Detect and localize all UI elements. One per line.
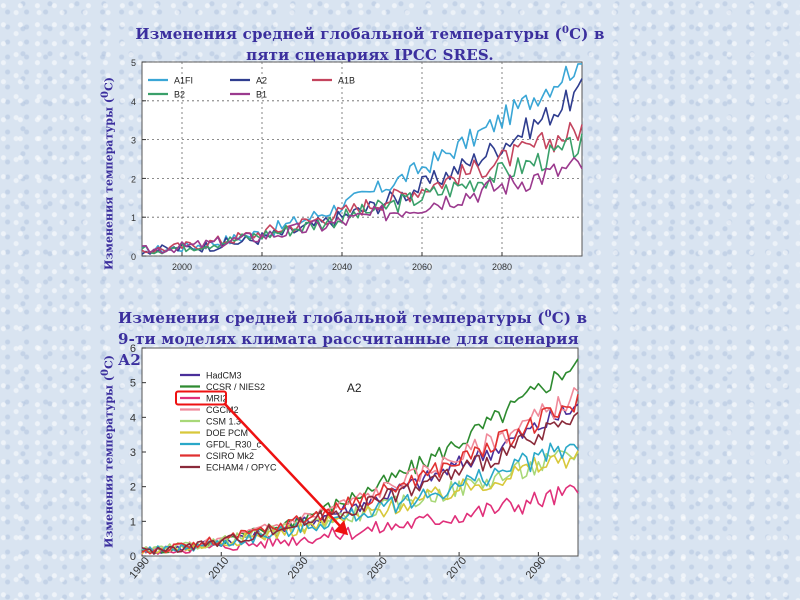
legend-label: CSM 1.3 xyxy=(206,417,241,427)
legend-label: CSIRO Mk2 xyxy=(206,451,254,461)
legend-label: A1B xyxy=(338,76,355,86)
series-line-a1fi xyxy=(141,63,582,255)
x-tick-label: 2090 xyxy=(524,555,549,581)
chart1-title: Изменения средней глобальной температуры… xyxy=(135,25,605,64)
x-tick-label: 2010 xyxy=(207,555,232,581)
series-line-a2 xyxy=(141,78,583,255)
series-line-csm-1-3 xyxy=(141,449,579,555)
y-tick-label: 4 xyxy=(130,412,136,424)
chart1-y-axis-label: Изменения температуры (0C) xyxy=(100,77,116,270)
sres-scenarios-chart: 0 1 2 3 4 5 2000 2020 2040 2060 2080 A1FI A2 A1B B2 B1 xyxy=(131,58,583,272)
x-tick-label: 2050 xyxy=(365,555,390,581)
y-tick-label: 2 xyxy=(131,174,136,184)
y-tick-label: 0 xyxy=(130,551,136,563)
annotation-arrow xyxy=(223,402,344,530)
legend-label: B1 xyxy=(256,90,267,100)
y-tick-label: 0 xyxy=(131,252,136,262)
x-tick-label: 2070 xyxy=(444,555,469,581)
x-tick-label: 2040 xyxy=(332,262,352,272)
legend-label: B2 xyxy=(174,90,185,100)
legend-label: A1FI xyxy=(174,76,193,86)
plot-area xyxy=(141,61,583,257)
y-tick-label: 5 xyxy=(131,58,136,68)
series-line-echam4-opyc xyxy=(141,411,579,555)
y-tick-label: 4 xyxy=(131,97,136,107)
series-line-b2 xyxy=(141,133,583,255)
legend-label: CCSR / NIES2 xyxy=(206,382,265,392)
legend-label: A2 xyxy=(256,76,267,86)
y-tick-label: 3 xyxy=(131,136,136,146)
x-tick-label: 2000 xyxy=(172,262,192,272)
x-tick-label: 2020 xyxy=(252,262,272,272)
series-line-b1 xyxy=(141,157,583,254)
x-tick-label: 2060 xyxy=(412,262,432,272)
legend-label: GFDL_R30_c xyxy=(206,440,262,450)
x-tick-label: 2080 xyxy=(492,262,512,272)
y-tick-label: 1 xyxy=(131,213,136,223)
plot-inner-title: A2 xyxy=(347,381,362,395)
y-tick-label: 5 xyxy=(130,378,136,390)
legend-label: HadCM3 xyxy=(206,371,242,381)
y-tick-label: 6 xyxy=(130,343,136,355)
legend-label: ECHAM4 / OPYC xyxy=(206,463,277,473)
x-tick-label: 2030 xyxy=(286,555,311,581)
legend: A1FI A2 A1B B2 B1 xyxy=(148,76,355,100)
y-tick-label: 2 xyxy=(130,482,136,494)
legend-label: CGCM2 xyxy=(206,405,239,415)
chart2-title: Изменения средней глобальной температуры… xyxy=(118,309,588,369)
y-tick-label: 1 xyxy=(130,516,136,528)
highlight-box xyxy=(175,390,227,406)
y-tick-label: 3 xyxy=(130,447,136,459)
annotation-arrowhead xyxy=(334,520,349,536)
legend-label: MRI2 xyxy=(206,394,228,404)
legend-label: DOE PCM xyxy=(206,428,248,438)
